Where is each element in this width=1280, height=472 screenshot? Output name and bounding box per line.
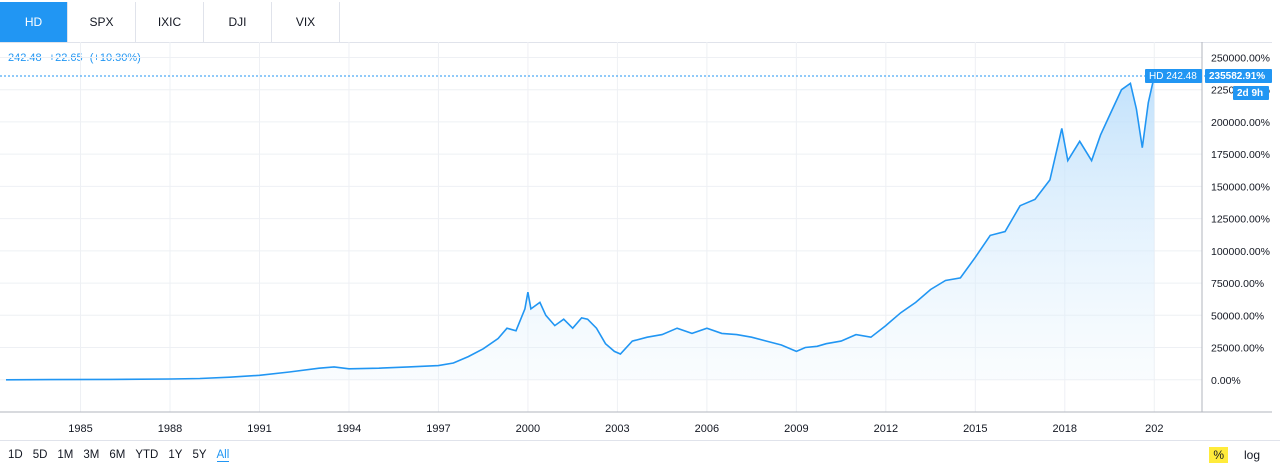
tab-dji[interactable]: DJI: [204, 2, 272, 42]
x-tick-label: 1994: [337, 423, 361, 435]
x-tick-label: 2018: [1053, 423, 1077, 435]
price-tag-symbol-text: HD 242.48: [1149, 71, 1197, 82]
range-5d[interactable]: 5D: [32, 449, 48, 461]
series-line: [5, 75, 1156, 381]
price-tag-countdown-text: 2d 9h: [1237, 88, 1263, 99]
legend-change: +22.65: [48, 52, 83, 64]
x-tick-label: 2012: [874, 423, 898, 435]
y-tick-label: 200000.00%: [1211, 117, 1270, 129]
y-tick-label: 125000.00%: [1211, 214, 1270, 226]
price-tag-symbol: HD 242.48: [1145, 69, 1202, 84]
price-tag-pct: 235582.91%: [1205, 69, 1272, 84]
percent-scale-toggle[interactable]: %: [1209, 447, 1228, 463]
tab-hd[interactable]: HD: [0, 2, 68, 42]
log-scale-toggle[interactable]: log: [1243, 448, 1260, 462]
x-tick-label: 1997: [426, 423, 450, 435]
range-1d[interactable]: 1D: [8, 449, 23, 461]
scale-options: % log: [1197, 447, 1264, 463]
price-tag-countdown: 2d 9h: [1233, 86, 1269, 101]
y-tick-label: 150000.00%: [1211, 181, 1270, 193]
y-tick-label: 250000.00%: [1211, 52, 1270, 64]
price-legend: 242.48 +22.65 (+10.30%): [8, 52, 145, 64]
symbol-tabs: HD SPX IXIC DJI VIX: [0, 2, 1272, 43]
tab-spx[interactable]: SPX: [68, 2, 136, 42]
y-tick-label: 0.00%: [1211, 375, 1241, 387]
range-6m[interactable]: 6M: [109, 449, 126, 461]
range-3m[interactable]: 3M: [83, 449, 100, 461]
x-tick-label: 2009: [784, 423, 808, 435]
x-tick-label: 1991: [247, 423, 271, 435]
x-tick-label: 1988: [158, 423, 182, 435]
range-all[interactable]: All: [216, 449, 230, 462]
y-tick-label: 100000.00%: [1211, 246, 1270, 258]
range-1m[interactable]: 1M: [57, 449, 74, 461]
legend-price: 242.48: [8, 52, 42, 64]
price-chart[interactable]: 250000.00%225000.00%200000.00%175000.00%…: [0, 42, 1280, 440]
y-tick-label: 175000.00%: [1211, 149, 1270, 161]
x-tick-label: 2003: [605, 423, 629, 435]
x-tick-label: 1985: [68, 423, 92, 435]
range-1y[interactable]: 1Y: [168, 449, 183, 461]
legend-change-pct: (+10.30%): [89, 52, 141, 64]
y-tick-label: 25000.00%: [1211, 343, 1264, 355]
y-tick-label: 75000.00%: [1211, 278, 1264, 290]
x-tick-label: 202: [1145, 423, 1163, 435]
range-ytd[interactable]: YTD: [135, 449, 159, 461]
series-area: [6, 76, 1155, 380]
range-selector: 1D 5D 1M 3M 6M YTD 1Y 5Y All: [8, 449, 239, 462]
y-tick-label: 50000.00%: [1211, 310, 1264, 322]
tab-ixic[interactable]: IXIC: [136, 2, 204, 42]
tab-vix[interactable]: VIX: [272, 2, 340, 42]
x-tick-label: 2000: [516, 423, 540, 435]
price-tag-pct-text: 235582.91%: [1209, 71, 1265, 82]
range-5y[interactable]: 5Y: [192, 449, 207, 461]
x-axis: 1985 1988 1991 1994 1997 2000 2003 2006 2009 2012…: [68, 423, 1163, 435]
y-axis: 250000.00%225000.00%200000.00%175000.00%…: [1211, 52, 1270, 386]
x-tick-label: 2006: [695, 423, 719, 435]
bottom-toolbar: 1D 5D 1M 3M 6M YTD 1Y 5Y All % log: [0, 440, 1280, 472]
x-tick-label: 2015: [963, 423, 987, 435]
